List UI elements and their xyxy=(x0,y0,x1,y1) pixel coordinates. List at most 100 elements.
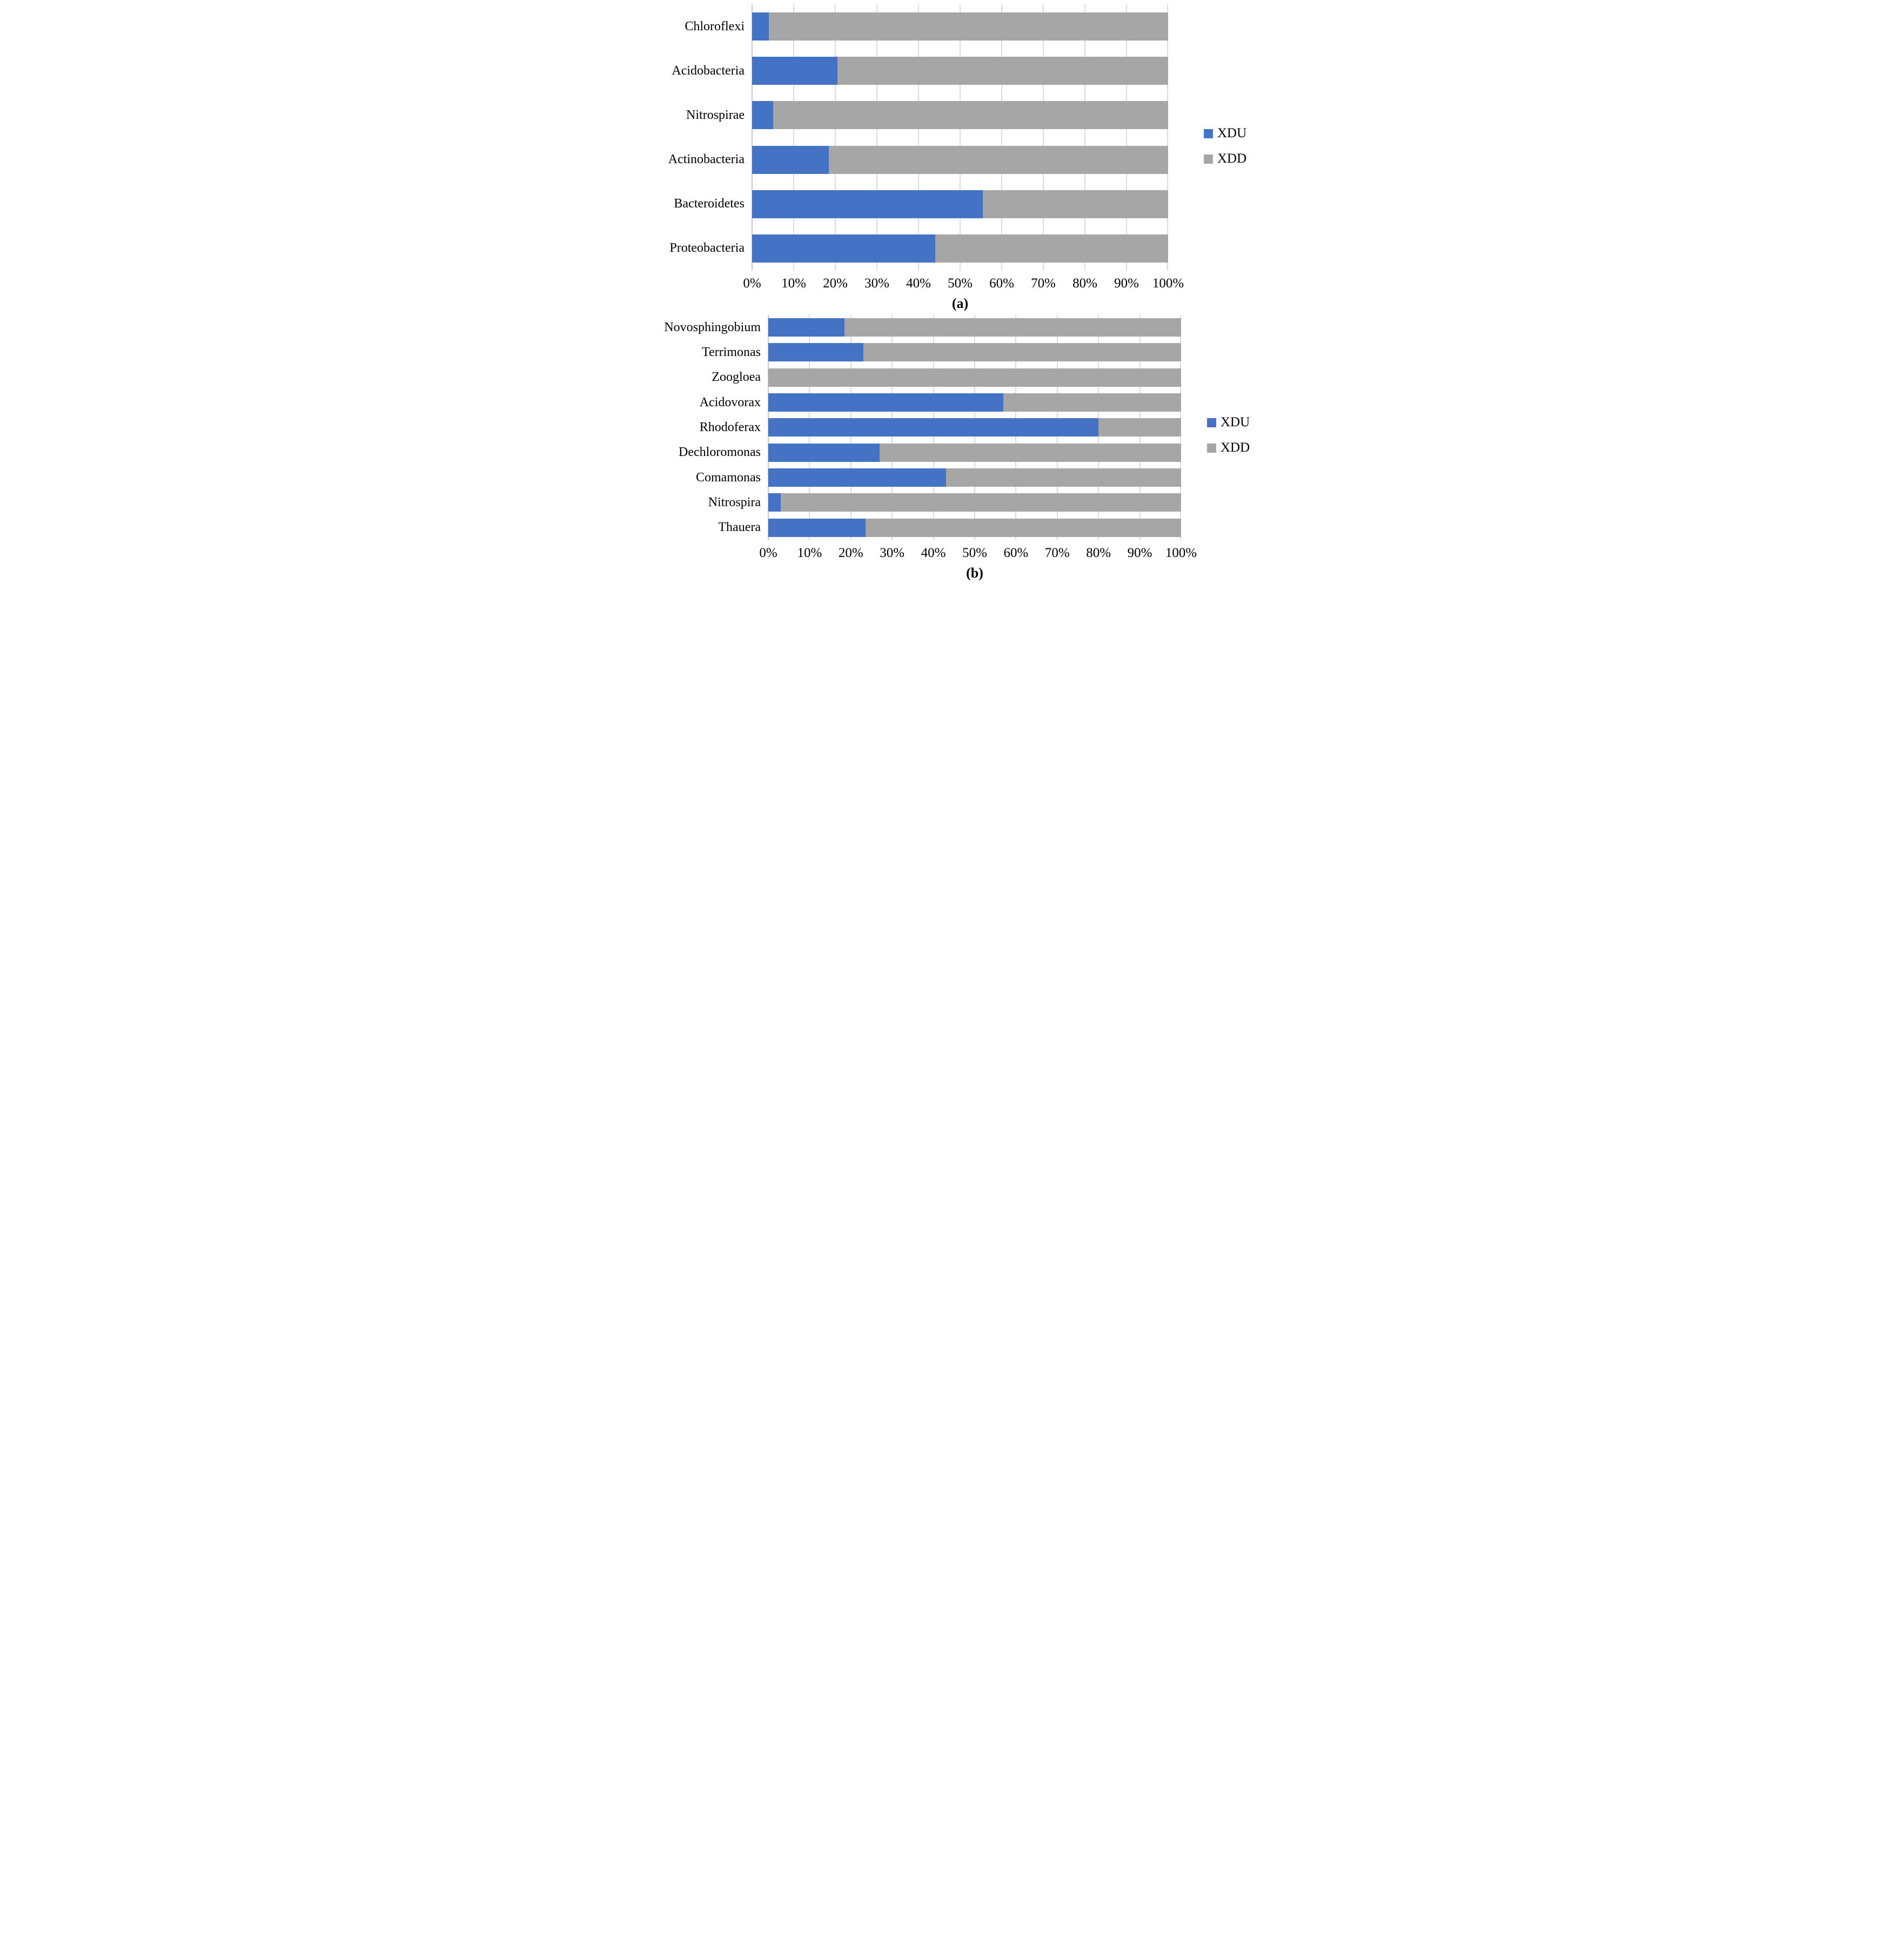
axis-tick-label: 80% xyxy=(1086,546,1111,560)
axis-tick-label: 90% xyxy=(1114,276,1139,291)
bar-segment-xdd xyxy=(983,190,1168,218)
gridline xyxy=(876,4,877,271)
bar-stack xyxy=(768,343,1181,362)
category-label: Bacteroidetes xyxy=(674,197,745,211)
bar-segment-xdd xyxy=(768,368,1181,387)
bar-segment-xdd xyxy=(844,318,1181,337)
gridline xyxy=(1043,4,1044,271)
bar-segment-xdd xyxy=(837,57,1168,85)
gridline xyxy=(1167,4,1168,271)
bar-row xyxy=(752,4,1168,49)
bar-stack xyxy=(768,418,1181,437)
category-label: Nitrospirae xyxy=(686,108,745,122)
bar-segment-xdd xyxy=(773,101,1168,130)
bar-stack xyxy=(768,468,1181,487)
bar-segment-xdd xyxy=(768,12,1168,41)
chart-panel-a: Chloroflexi Acidobacteria Nitrospirae Actin… xyxy=(655,4,1249,312)
bar-row xyxy=(768,515,1181,540)
axis-tick-label: 20% xyxy=(823,276,848,291)
legend-a: XDU XDD xyxy=(1168,13,1249,279)
gridline xyxy=(793,4,794,271)
bar-segment-xdd xyxy=(780,493,1181,512)
axis-tick-label: 70% xyxy=(1031,276,1056,291)
bar-stack xyxy=(752,190,1168,218)
bar-rows-a xyxy=(752,4,1168,271)
bar-segment-xdd xyxy=(863,343,1181,362)
bar-segment-xdu xyxy=(768,518,866,537)
axis-tick-label: 100% xyxy=(1165,546,1197,560)
axis-tick-label: 70% xyxy=(1044,546,1070,560)
bar-segment-xdu xyxy=(768,393,1004,412)
legend-label: XDU xyxy=(1217,126,1247,140)
category-label: Proteobacteria xyxy=(669,241,745,256)
legend-item-xdd: XDD xyxy=(1168,151,1249,166)
axis-tick-label: 40% xyxy=(906,276,931,291)
legend-item-xdd: XDD xyxy=(1181,440,1250,455)
legend-item-xdu: XDU xyxy=(1168,126,1249,141)
bar-segment-xdu xyxy=(768,493,781,512)
bar-stack xyxy=(768,493,1181,512)
bar-stack xyxy=(752,12,1168,41)
bar-row xyxy=(768,490,1181,515)
axis-tick-label: 40% xyxy=(921,546,946,560)
axis-tick-label: 60% xyxy=(1003,546,1029,560)
gridline xyxy=(1084,4,1085,271)
x-axis-b: 0% 10% 20% 30% 40% 50% 60% 70% 80% 90% 100% xyxy=(759,540,1197,563)
bar-segment-xdu xyxy=(752,190,983,218)
bar-row xyxy=(752,138,1168,182)
bar-segment-xdu xyxy=(768,318,845,337)
gridline xyxy=(1126,4,1127,271)
category-label: Zoogloea xyxy=(712,370,761,385)
axis-tick-label: 10% xyxy=(797,546,822,560)
gridlines-a xyxy=(752,4,1168,271)
bar-segment-xdd xyxy=(1098,418,1181,437)
bar-stack xyxy=(752,57,1168,85)
bar-row xyxy=(752,93,1168,137)
bar-rows-b xyxy=(768,315,1181,540)
axis-tick-label: 80% xyxy=(1072,276,1097,291)
bar-segment-xdu xyxy=(752,101,773,130)
chart-panel-b: Novosphingobium Terrimonas Zoogloea Acidovo… xyxy=(655,315,1250,581)
bar-segment-xdu xyxy=(768,443,880,462)
bar-stack xyxy=(768,393,1181,412)
legend-b: XDU XDD xyxy=(1181,323,1250,548)
axis-tick-label: 0% xyxy=(743,276,761,291)
bar-stack xyxy=(768,443,1181,462)
legend-swatch-xdd xyxy=(1204,154,1213,164)
bar-segment-xdd xyxy=(829,145,1168,174)
axis-tick-label: 50% xyxy=(962,546,987,560)
category-label: Novosphingobium xyxy=(664,320,761,334)
bar-stack xyxy=(752,145,1168,174)
x-axis-a: 0% 10% 20% 30% 40% 50% 60% 70% 80% 90% 100% xyxy=(743,271,1184,293)
bar-segment-xdu xyxy=(768,343,863,362)
category-label: Acidovorax xyxy=(699,395,761,409)
bar-row xyxy=(768,390,1181,415)
bar-segment-xdd xyxy=(946,468,1181,487)
bar-stack xyxy=(768,318,1181,337)
bar-row xyxy=(768,440,1181,465)
bar-segment-xdu xyxy=(768,468,946,487)
axis-tick-label: 90% xyxy=(1127,546,1152,560)
legend-swatch-xdd xyxy=(1207,443,1216,453)
category-label: Actinobacteria xyxy=(668,152,745,167)
gridline xyxy=(918,4,919,271)
category-label: Thauera xyxy=(718,520,761,535)
panel-label-b: (b) xyxy=(966,565,983,581)
bar-row xyxy=(752,182,1168,226)
gridline xyxy=(835,4,836,271)
legend-label: XDU xyxy=(1221,415,1250,429)
category-label: Chloroflexi xyxy=(685,19,745,33)
bar-segment-xdd xyxy=(1003,393,1181,412)
category-labels-a: Chloroflexi Acidobacteria Nitrospirae Actin… xyxy=(655,4,752,271)
bar-segment-xdu xyxy=(752,12,769,41)
bar-segment-xdu xyxy=(768,418,1099,437)
bar-row xyxy=(768,465,1181,490)
legend-item-xdu: XDU xyxy=(1181,415,1250,430)
bar-stack xyxy=(752,234,1168,263)
legend-label: XDD xyxy=(1221,440,1250,455)
legend-swatch-xdu xyxy=(1204,129,1213,138)
category-label: Terrimonas xyxy=(702,345,761,359)
gridline xyxy=(1001,4,1002,271)
plot-area-a xyxy=(752,4,1168,271)
category-label: Rhodoferax xyxy=(699,420,761,434)
